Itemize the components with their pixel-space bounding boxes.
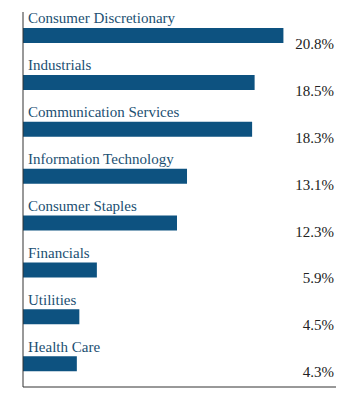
svg-text:Health Care: Health Care [28,339,100,355]
svg-text:Information Technology: Information Technology [28,151,174,167]
svg-text:Communication Services: Communication Services [28,104,179,120]
svg-text:18.5%: 18.5% [295,83,334,99]
svg-text:Consumer Staples: Consumer Staples [28,198,137,214]
svg-text:Financials: Financials [28,245,90,261]
svg-text:13.1%: 13.1% [295,177,334,193]
svg-text:Consumer Discretionary: Consumer Discretionary [28,10,176,26]
svg-text:12.3%: 12.3% [295,224,334,240]
svg-text:4.5%: 4.5% [303,317,334,333]
svg-text:4.3%: 4.3% [303,364,334,380]
svg-text:18.3%: 18.3% [295,130,334,146]
svg-text:Utilities: Utilities [28,292,76,308]
svg-text:5.9%: 5.9% [303,270,334,286]
svg-text:Industrials: Industrials [28,57,91,73]
svg-text:20.8%: 20.8% [295,36,334,52]
